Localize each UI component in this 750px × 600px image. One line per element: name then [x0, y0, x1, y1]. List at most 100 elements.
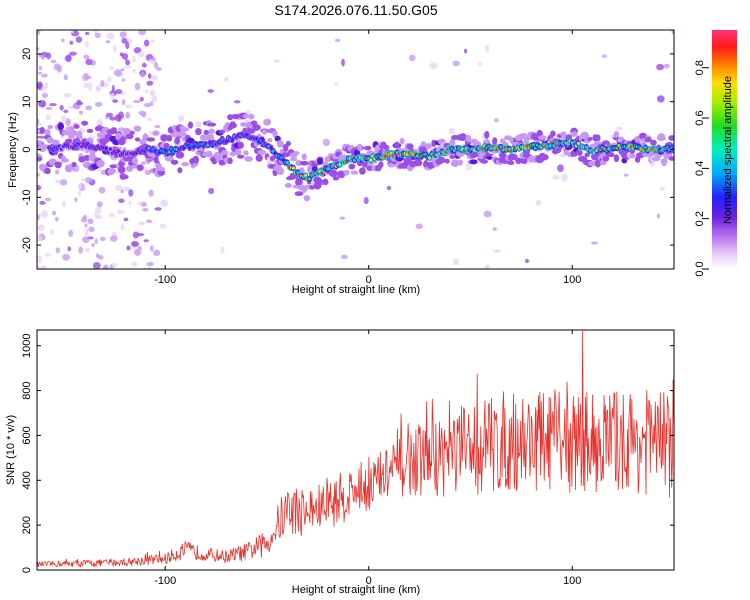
spectrogram-noise-cell: [112, 99, 119, 104]
spectrogram-halo-cell: [81, 120, 89, 126]
spectrogram-halo-cell: [459, 135, 466, 142]
snr-ytick-label: 800: [21, 381, 33, 399]
spectrogram-halo-cell: [508, 153, 518, 161]
spectrogram-ytick-label: -10: [21, 189, 33, 205]
spectrogram-noise-cell: [623, 173, 629, 177]
spectrogram-frame: [36, 29, 675, 270]
spectrogram-noise-cell: [535, 199, 542, 206]
spectrogram-noise-cell: [143, 102, 152, 108]
spectrogram-halo-cell: [152, 130, 160, 136]
spectrogram-ridge-cell: [320, 171, 324, 175]
spectrogram-noise-cell: [37, 255, 42, 264]
spectrogram-noise-cell: [37, 235, 43, 242]
spectrogram-noise-cell: [84, 31, 90, 36]
spectrogram-noise-cell: [140, 71, 145, 78]
spectrogram-halo-cell: [231, 113, 240, 120]
spectrogram-noise-cell: [133, 47, 142, 54]
spectrogram-ridge-cell: [369, 158, 373, 162]
spectrogram-noise-cell: [448, 127, 455, 135]
spectrogram-halo-cell: [413, 159, 423, 167]
spectrogram-halo-cell: [644, 136, 652, 143]
spectrogram-noise-cell: [87, 218, 94, 225]
spectrogram-noise-cell: [38, 65, 43, 71]
spectrogram-halo-cell: [63, 158, 69, 163]
spectrogram-halo-cell: [203, 129, 210, 135]
spectrogram-noise-cell: [485, 44, 490, 53]
spectrogram-noise-cell: [37, 71, 43, 75]
spectrogram-noise-cell: [57, 64, 62, 73]
spectrogram-halo-cell: [340, 154, 348, 160]
spectrogram-noise-cell: [111, 84, 115, 92]
spectrogram-halo-cell: [607, 152, 615, 158]
spectrogram-halo-cell: [588, 160, 597, 167]
spectrogram-noise-cell: [67, 105, 74, 109]
spectrogram-halo-cell: [317, 157, 324, 165]
spectrogram-halo-cell: [492, 137, 498, 145]
spectrogram-halo-cell: [541, 154, 549, 161]
spectrogram-noise-cell: [85, 58, 93, 66]
spectrogram-ytick-label: -20: [21, 237, 33, 253]
spectrogram-halo-cell: [469, 159, 478, 165]
spectrogram-noise-cell: [85, 105, 93, 111]
spectrogram-noise-cell: [141, 62, 147, 68]
spectrogram-noise-cell: [663, 63, 670, 69]
spectrogram-halo-cell: [44, 167, 51, 175]
spectrogram-halo-cell: [406, 143, 414, 150]
spectrogram-halo-cell: [96, 159, 105, 168]
spectrogram-halo-cell: [175, 151, 185, 159]
spectrogram-noise-cell: [51, 210, 57, 216]
spectrogram-halo-cell: [61, 130, 71, 136]
spectrogram-halo-cell: [51, 139, 60, 146]
spectrogram-noise-cell: [84, 177, 93, 184]
spectrogram-halo-cell: [208, 128, 215, 135]
spectrogram-halo-cell: [399, 137, 405, 145]
spectrogram-noise-cell: [109, 66, 115, 70]
spectrogram-ridge-cell: [285, 160, 289, 165]
spectrogram-halo-cell: [356, 143, 363, 151]
spectrogram-noise-cell: [63, 74, 68, 81]
snr-plot-area: [37, 330, 674, 570]
spectrogram-halo-cell: [299, 160, 309, 166]
spectrogram-noise-cell: [41, 85, 47, 93]
spectrogram-halo-cell: [86, 128, 94, 133]
spectrogram-halo-cell: [218, 129, 226, 134]
spectrogram-halo-cell: [76, 130, 83, 139]
snr-ytick-label: 1000: [21, 333, 33, 357]
spectrogram-halo-cell: [237, 141, 244, 149]
spectrogram-noise-cell: [82, 215, 88, 220]
spectrogram-noise-cell: [561, 173, 568, 182]
spectrogram-halo-cell: [166, 134, 173, 142]
spectrogram-noise-cell: [91, 243, 95, 248]
colorbar-label: Normalized spectral amplitude: [722, 76, 734, 224]
spectrogram-noise-cell: [110, 235, 118, 242]
snr-xtick-label: -100: [154, 575, 176, 587]
spectrogram-noise-cell: [45, 114, 51, 121]
spectrogram-noise-cell: [119, 31, 127, 38]
spectrogram-noise-cell: [121, 37, 128, 44]
spectrogram-halo-cell: [293, 151, 300, 156]
spectrogram-noise-cell: [78, 183, 83, 190]
spectrogram-halo-cell: [195, 127, 202, 136]
spectrogram-noise-cell: [143, 39, 150, 47]
spectrogram-noise-cell: [140, 201, 147, 207]
spectrogram-halo-cell: [177, 167, 183, 174]
spectrogram-noise-cell: [131, 241, 140, 247]
spectrogram-noise-cell: [125, 41, 130, 50]
spectrogram-halo-cell: [525, 135, 533, 141]
spectrogram-noise-cell: [61, 38, 65, 43]
spectrogram-halo-cell: [272, 131, 278, 136]
spectrogram-noise-cell: [363, 197, 369, 205]
spectrogram-noise-cell: [115, 184, 123, 192]
spectrogram-noise-cell: [41, 92, 49, 98]
spectrogram-noise-cell: [386, 185, 392, 191]
spectrogram-halo-cell: [486, 155, 493, 160]
spectrogram-halo-cell: [129, 130, 135, 135]
spectrogram-halo-cell: [207, 122, 217, 127]
spectrogram-halo-cell: [657, 133, 665, 139]
spectrogram-halo-cell: [506, 160, 515, 165]
spectrogram-xlabel: Height of straight line (km): [292, 284, 420, 296]
spectrogram-halo-cell: [174, 136, 180, 145]
spectrogram-noise-cell: [107, 76, 112, 83]
spectrogram-noise-cell: [96, 85, 100, 93]
spectrogram-noise-cell: [70, 30, 75, 33]
